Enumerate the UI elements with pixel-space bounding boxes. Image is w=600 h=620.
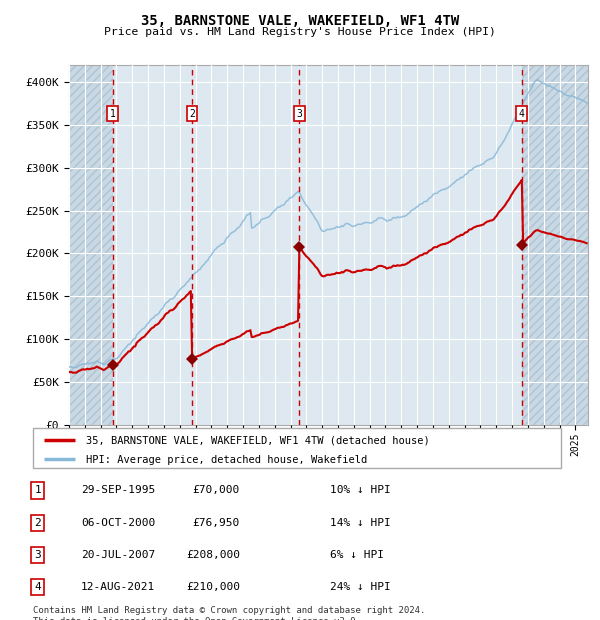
Text: 1: 1 — [110, 108, 115, 118]
Text: £208,000: £208,000 — [186, 550, 240, 560]
Text: HPI: Average price, detached house, Wakefield: HPI: Average price, detached house, Wake… — [86, 455, 367, 465]
Text: 14% ↓ HPI: 14% ↓ HPI — [330, 518, 391, 528]
Text: 2: 2 — [189, 108, 195, 118]
Text: Price paid vs. HM Land Registry's House Price Index (HPI): Price paid vs. HM Land Registry's House … — [104, 27, 496, 37]
Text: 12-AUG-2021: 12-AUG-2021 — [81, 582, 155, 592]
Text: £70,000: £70,000 — [193, 485, 240, 495]
Bar — [69, 65, 113, 425]
Text: 35, BARNSTONE VALE, WAKEFIELD, WF1 4TW (detached house): 35, BARNSTONE VALE, WAKEFIELD, WF1 4TW (… — [86, 436, 430, 446]
FancyBboxPatch shape — [33, 428, 561, 468]
Text: £210,000: £210,000 — [186, 582, 240, 592]
Text: 3: 3 — [296, 108, 302, 118]
Text: 3: 3 — [34, 550, 41, 560]
Text: 10% ↓ HPI: 10% ↓ HPI — [330, 485, 391, 495]
Text: 24% ↓ HPI: 24% ↓ HPI — [330, 582, 391, 592]
Text: £76,950: £76,950 — [193, 518, 240, 528]
Text: 1: 1 — [34, 485, 41, 495]
Text: 4: 4 — [519, 108, 525, 118]
Text: 06-OCT-2000: 06-OCT-2000 — [81, 518, 155, 528]
Text: 6% ↓ HPI: 6% ↓ HPI — [330, 550, 384, 560]
Text: 35, BARNSTONE VALE, WAKEFIELD, WF1 4TW: 35, BARNSTONE VALE, WAKEFIELD, WF1 4TW — [141, 14, 459, 28]
Text: 20-JUL-2007: 20-JUL-2007 — [81, 550, 155, 560]
Text: 4: 4 — [34, 582, 41, 592]
Text: 29-SEP-1995: 29-SEP-1995 — [81, 485, 155, 495]
Text: Contains HM Land Registry data © Crown copyright and database right 2024.
This d: Contains HM Land Registry data © Crown c… — [33, 606, 425, 620]
Bar — [522, 65, 588, 425]
Text: 2: 2 — [34, 518, 41, 528]
